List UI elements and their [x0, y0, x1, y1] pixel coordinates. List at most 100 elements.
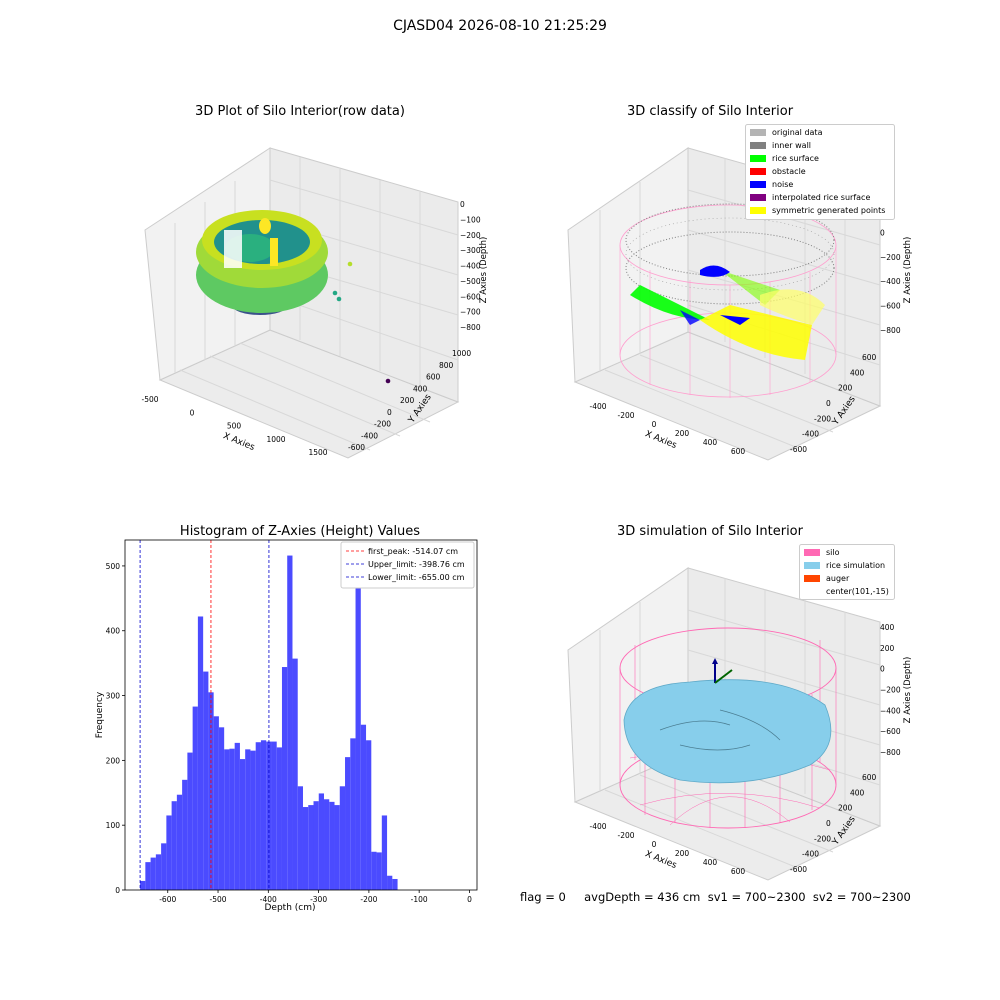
x-tick-label: 1000 — [266, 435, 285, 444]
histogram-bar — [366, 740, 372, 890]
histogram-bar — [276, 747, 282, 890]
legend-item: auger — [826, 574, 850, 583]
y-tick-label: 200 — [838, 384, 853, 393]
z-axis-label: Z Axies (Depth) — [903, 657, 913, 724]
z-tick-label: −200 — [880, 253, 901, 262]
z-tick-label: −300 — [460, 246, 481, 255]
x-tick-label: -500 — [210, 895, 227, 904]
legend-item: obstacle — [772, 167, 806, 176]
histogram-bar — [187, 752, 193, 890]
histogram-bar — [329, 801, 335, 890]
x-axis-label: X Axies — [221, 431, 256, 453]
histogram-bar — [313, 801, 319, 890]
histogram-bar — [308, 805, 314, 890]
x-tick-label: 400 — [703, 858, 718, 867]
z-tick-label: −400 — [880, 706, 901, 715]
histogram-bar — [161, 843, 167, 890]
z-tick-label: −800 — [460, 323, 481, 332]
legend-item: rice simulation — [826, 561, 885, 570]
y-tick-label: -200 — [374, 420, 391, 429]
x-tick-label: -600 — [159, 895, 176, 904]
histogram-bar — [182, 779, 188, 890]
footer-status: flag = 0 avgDepth = 436 cm sv1 = 700~230… — [520, 890, 911, 904]
x-tick-label: 400 — [703, 438, 718, 447]
histogram-bar — [345, 757, 351, 890]
z-tick-label: −400 — [460, 262, 481, 271]
chart-histogram: -600 -500 -400 -300 -200 -100 0 0 100 200 300 400 5… — [95, 539, 478, 913]
chart-3d-simulation: -400 -200 0 200 400 600 -600 -400 -200 0 200 400 60… — [567, 567, 913, 881]
legend-item: first_peak: -514.07 cm — [368, 547, 458, 556]
histogram-bar — [334, 805, 340, 890]
histogram-bar — [281, 667, 288, 890]
x-axis-label: Depth (cm) — [264, 903, 315, 913]
legend-swatch — [750, 181, 766, 188]
x-tick-label: 200 — [675, 429, 690, 438]
legend-item: silo — [826, 548, 840, 557]
histogram-bar — [171, 801, 177, 890]
inner-wall-points — [625, 203, 835, 305]
histogram-bar — [324, 799, 330, 890]
z-tick-label: −600 — [460, 292, 481, 301]
y-tick-label: 600 — [862, 353, 877, 362]
legend-item: interpolated rice surface — [772, 193, 870, 202]
z-tick-label: −800 — [880, 326, 901, 335]
legend-swatch — [804, 575, 820, 582]
z-tick-label: −400 — [880, 277, 901, 286]
legend-simulation: silo rice simulation auger center(101,-15) — [799, 544, 895, 600]
z-tick-label: −100 — [460, 215, 481, 224]
z-tick-label: 0 — [880, 228, 885, 237]
panel-title-simulation: 3D simulation of Silo Interior — [617, 524, 803, 539]
x-tick-label: 500 — [227, 422, 242, 431]
x-tick-label: -500 — [141, 395, 158, 404]
histogram-bar — [287, 555, 293, 890]
legend-item: noise — [772, 180, 793, 189]
legend-swatch — [750, 142, 766, 149]
histogram-bar — [297, 786, 303, 890]
histogram-bar — [250, 750, 256, 890]
y-tick-label: 500 — [106, 562, 121, 571]
plot-frame — [124, 539, 478, 891]
histogram-bar — [381, 815, 388, 890]
y-tick-label: 400 — [850, 788, 865, 797]
x-axis-label: X Axies — [643, 849, 678, 871]
x-axis-label: X Axies — [643, 429, 678, 451]
histogram-bar — [213, 716, 219, 890]
x-tick-label: 200 — [675, 849, 690, 858]
histogram-bar — [192, 706, 198, 890]
x-tick-label: 600 — [731, 867, 746, 876]
x-tick-label: -400 — [260, 895, 277, 904]
legend-swatch — [750, 129, 766, 136]
histogram-bar — [224, 749, 230, 890]
y-tick-label: 300 — [106, 692, 121, 701]
y-tick-labels: -600 -400 -200 0 200 400 600 — [790, 773, 877, 874]
histogram-bar — [260, 740, 267, 890]
figure-suptitle: CJASD04 2026-08-10 21:25:29 — [393, 18, 607, 34]
histogram-bar — [376, 852, 382, 890]
histogram-bar — [155, 854, 162, 890]
x-tick-label: 1500 — [308, 448, 327, 457]
x-tick-label: -200 — [617, 411, 634, 420]
legend-item: rice surface — [772, 154, 819, 163]
y-tick-label: 0 — [826, 399, 831, 408]
raw-data-cloud — [196, 210, 328, 315]
legend-swatch — [804, 549, 820, 556]
histogram-bar — [239, 759, 246, 890]
z-tick-label: −500 — [460, 277, 481, 286]
x-tick-label: 0 — [190, 408, 195, 417]
x-tick-labels: -500 0 500 1000 1500 — [141, 395, 327, 457]
histogram-vlines — [139, 540, 270, 890]
histogram-bar — [245, 749, 251, 890]
legend-item: Upper_limit: -398.76 cm — [368, 560, 465, 569]
y-tick-label: -600 — [348, 443, 365, 452]
x-tick-labels: -400 -200 0 200 400 600 — [589, 822, 745, 876]
y-tick-label: 800 — [439, 361, 454, 370]
z-tick-label: −600 — [880, 727, 901, 736]
y-tick-label: 600 — [426, 373, 441, 382]
panel-title-raw: 3D Plot of Silo Interior(row data) — [195, 104, 405, 119]
x-tick-label: 600 — [731, 447, 746, 456]
z-axis-label: Z Axies (Depth) — [479, 237, 489, 304]
z-tick-labels: 400 200 0 −200 −400 −600 −800 — [880, 623, 901, 757]
x-tick-label: -200 — [360, 895, 377, 904]
z-tick-label: −700 — [460, 308, 481, 317]
histogram-bar — [145, 862, 151, 890]
